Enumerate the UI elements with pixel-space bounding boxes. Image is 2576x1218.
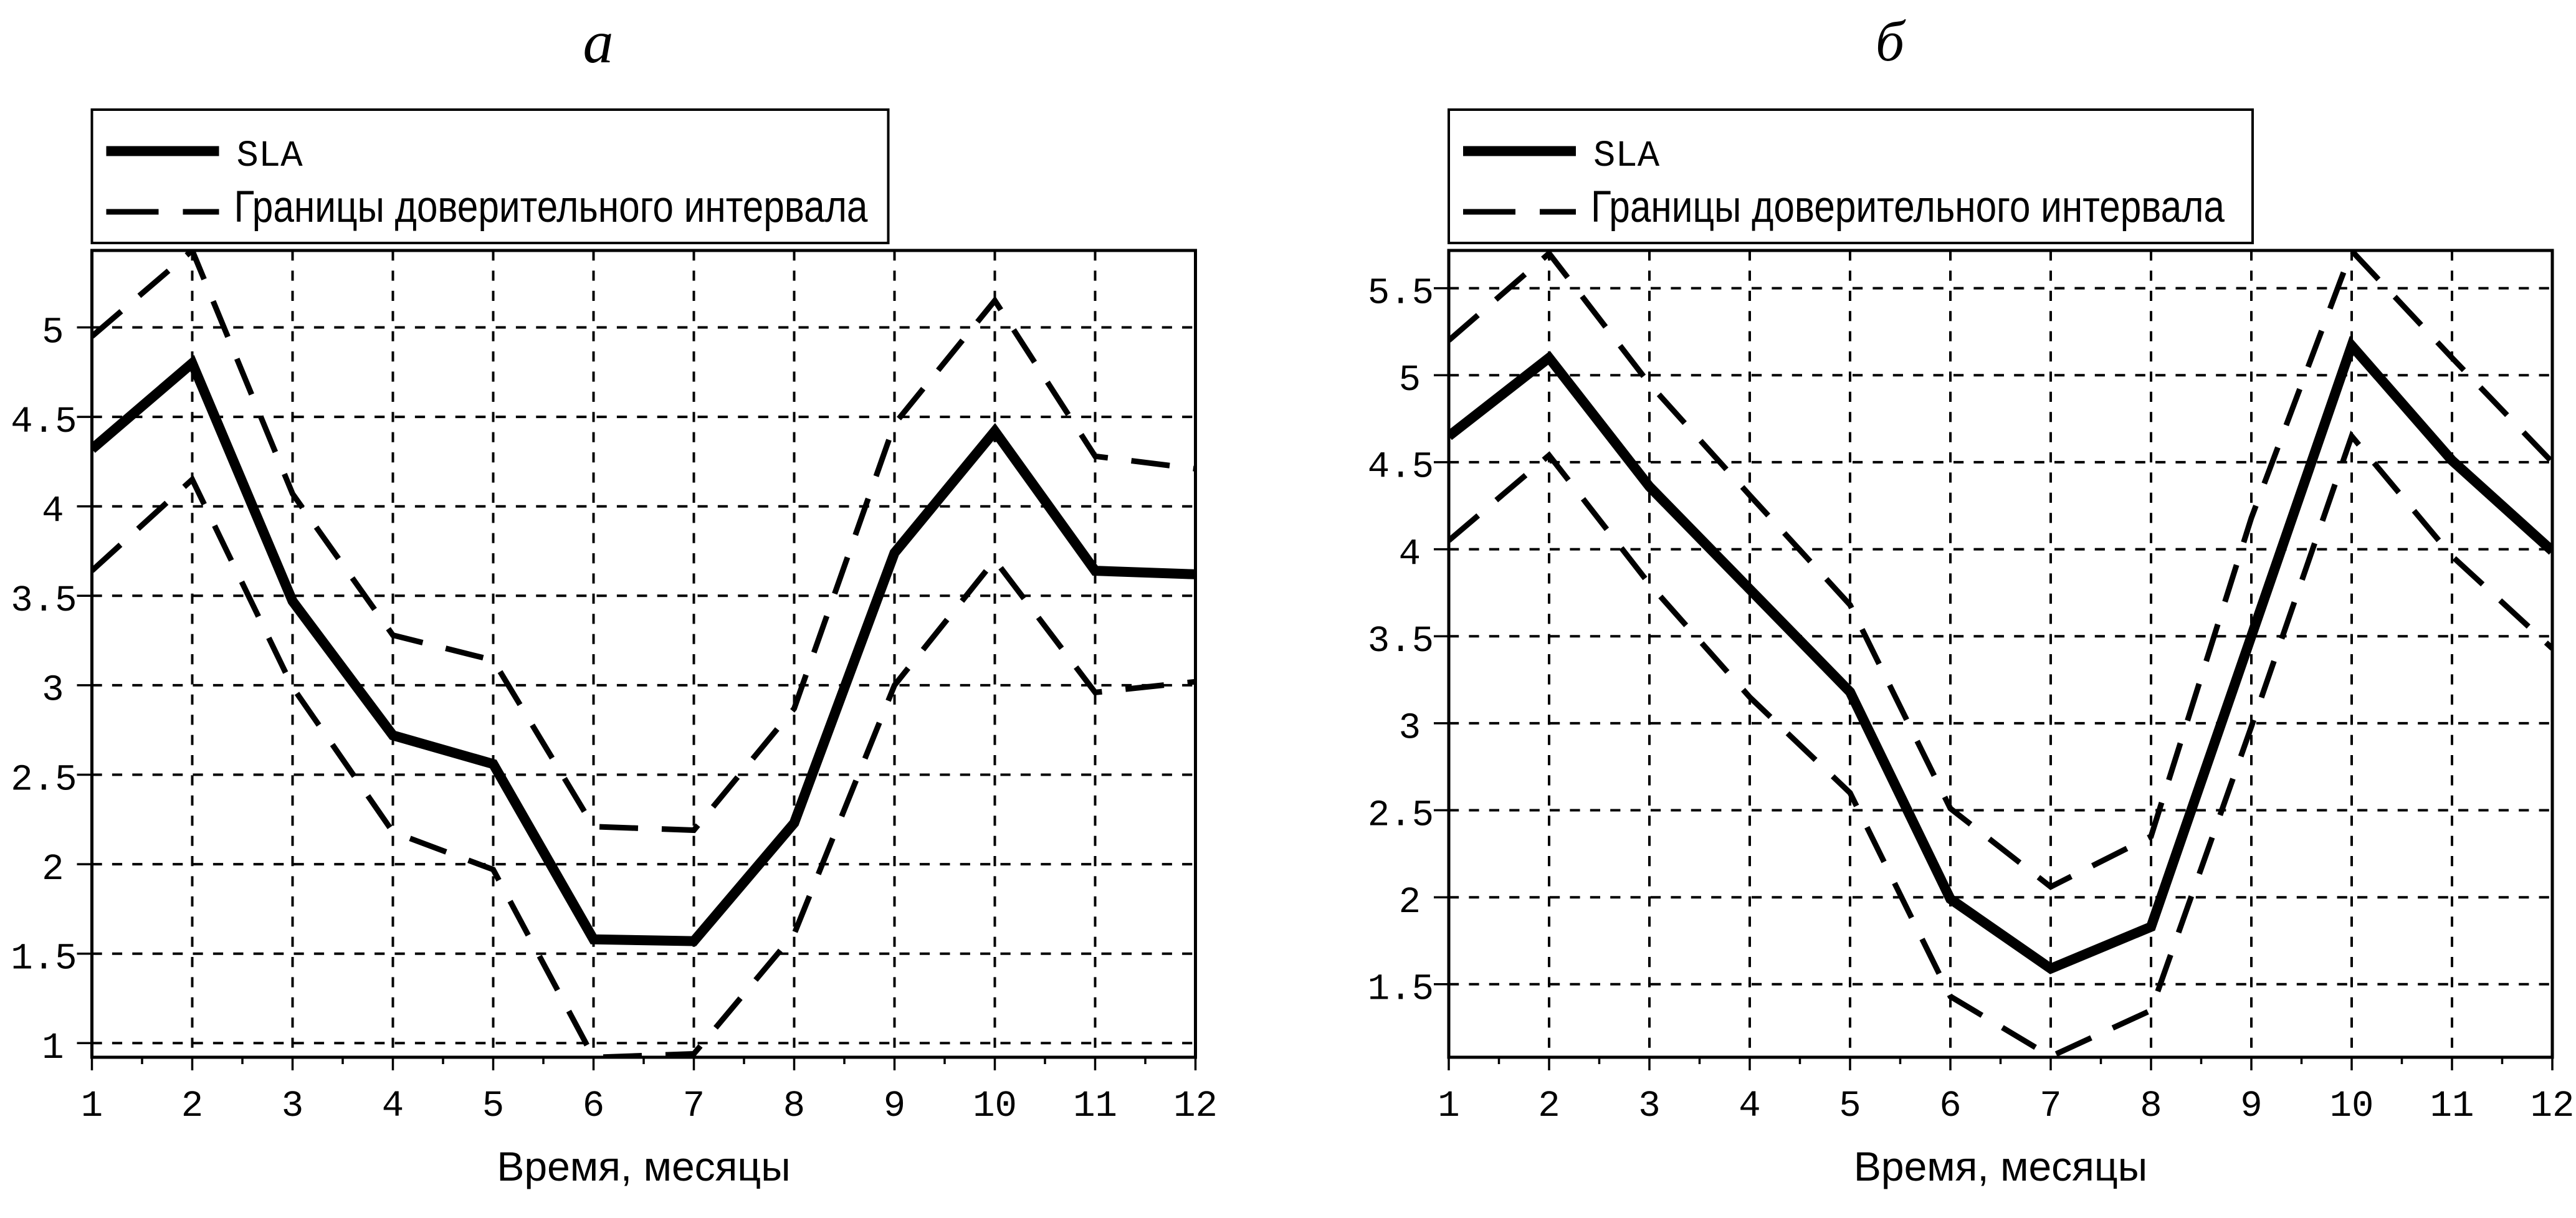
svg-text:8: 8 (783, 1085, 805, 1127)
svg-text:2: 2 (1538, 1085, 1560, 1127)
svg-text:2.5: 2.5 (11, 759, 77, 801)
svg-text:10: 10 (973, 1085, 1017, 1127)
svg-text:12: 12 (1173, 1085, 1218, 1127)
svg-text:1: 1 (1438, 1085, 1459, 1127)
svg-text:Границы доверительного интерва: Границы доверительного интервала (1591, 183, 2225, 232)
svg-text:1: 1 (42, 1027, 64, 1069)
svg-text:7: 7 (683, 1085, 705, 1127)
svg-text:11: 11 (2430, 1085, 2474, 1127)
svg-text:Время, месяцы: Время, месяцы (497, 1143, 790, 1189)
svg-text:5: 5 (1839, 1085, 1861, 1127)
svg-text:3: 3 (282, 1085, 303, 1127)
svg-text:3.5: 3.5 (11, 580, 77, 622)
svg-text:2: 2 (42, 849, 64, 890)
svg-text:4.5: 4.5 (1368, 447, 1434, 488)
svg-text:4: 4 (1739, 1085, 1760, 1127)
svg-text:4.5: 4.5 (11, 401, 77, 443)
svg-text:1: 1 (81, 1085, 103, 1127)
svg-text:8: 8 (2140, 1085, 2162, 1127)
svg-text:6: 6 (583, 1085, 604, 1127)
svg-text:6: 6 (1939, 1085, 1961, 1127)
svg-text:5.5: 5.5 (1368, 272, 1434, 314)
svg-text:б: б (1876, 9, 1906, 73)
svg-text:5: 5 (1399, 359, 1421, 401)
svg-text:3: 3 (1399, 708, 1421, 749)
svg-text:1.5: 1.5 (11, 938, 77, 980)
svg-text:1.5: 1.5 (1368, 969, 1434, 1011)
svg-text:2.5: 2.5 (1368, 794, 1434, 836)
svg-text:11: 11 (1073, 1085, 1117, 1127)
svg-text:SLA: SLA (1593, 135, 1660, 177)
svg-text:5: 5 (42, 312, 64, 353)
svg-text:9: 9 (884, 1085, 905, 1127)
svg-text:10: 10 (2330, 1085, 2374, 1127)
svg-text:2: 2 (181, 1085, 203, 1127)
svg-text:a: a (583, 9, 614, 76)
svg-text:3: 3 (42, 670, 64, 711)
svg-text:2: 2 (1399, 882, 1421, 923)
svg-text:4: 4 (42, 491, 64, 533)
svg-text:Границы доверительного интерва: Границы доверительного интервала (234, 183, 868, 232)
svg-text:Время, месяцы: Время, месяцы (1854, 1143, 2147, 1189)
svg-text:4: 4 (382, 1085, 404, 1127)
svg-text:3.5: 3.5 (1368, 621, 1434, 662)
svg-text:7: 7 (2039, 1085, 2061, 1127)
svg-text:5: 5 (482, 1085, 504, 1127)
svg-text:4: 4 (1399, 533, 1421, 575)
svg-text:12: 12 (2531, 1085, 2575, 1127)
svg-text:3: 3 (1638, 1085, 1660, 1127)
svg-text:SLA: SLA (237, 135, 303, 177)
svg-text:9: 9 (2240, 1085, 2262, 1127)
